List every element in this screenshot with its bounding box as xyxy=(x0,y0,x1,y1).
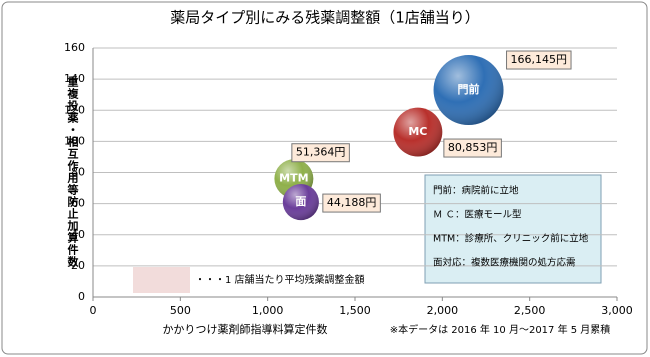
info-line: 面対応：複数医療機関の処方応需 xyxy=(433,257,576,269)
bubble-group: 面 44,188円 xyxy=(282,184,381,221)
data-label-box xyxy=(291,143,350,163)
info-line: Ｍ Ｃ：医療モール型 xyxy=(433,209,522,221)
x-tick-label: 3,000 xyxy=(601,304,633,317)
bubble-name: 面 xyxy=(295,195,306,208)
data-label: 51,364円 xyxy=(296,146,346,159)
size-legend-label: ・・・1 店舗当たり平均残薬調整金額 xyxy=(195,273,365,286)
x-tick-label: 0 xyxy=(90,304,97,317)
bubble-name: 門前 xyxy=(458,82,480,96)
bubble-shine xyxy=(282,184,319,221)
y-tick-label: 40 xyxy=(71,228,85,241)
info-line: MTM：診療所、クリニック前に立地 xyxy=(433,233,589,245)
bubble-name: MTM xyxy=(279,172,308,185)
y-axis-label: 重複投薬・相互作用等防止加算件数 xyxy=(66,75,80,268)
x-tick-label: 500 xyxy=(170,304,191,317)
data-label: 166,145円 xyxy=(511,53,568,66)
data-label-box xyxy=(443,138,502,158)
info-line: 門前：病院前に立地 xyxy=(433,185,519,197)
y-tick-label: 140 xyxy=(64,72,85,85)
x-tick-label: 2,500 xyxy=(514,304,546,317)
data-label-box xyxy=(506,50,572,70)
data-label-box xyxy=(322,193,381,213)
bubble-shine xyxy=(393,107,443,157)
chart-title: 薬局タイプ別にみる残薬調整額（1店舗当り） xyxy=(170,9,480,27)
size-legend-swatch xyxy=(133,267,190,293)
x-tick-label: 2,000 xyxy=(427,304,459,317)
bubble-group: 門前 166,145円 xyxy=(433,50,572,126)
bubble-shine xyxy=(433,55,504,126)
data-label: 80,853円 xyxy=(448,141,498,154)
note: ※本データは 2016 年 10 月～2017 年 5 月累積 xyxy=(390,323,611,336)
y-tick-label: 120 xyxy=(64,103,85,116)
y-tick-label: 100 xyxy=(64,134,85,147)
y-tick-label: 160 xyxy=(64,41,85,54)
y-tick-label: 0 xyxy=(78,290,85,303)
bubble-group: MC 80,853円 xyxy=(393,107,502,158)
y-tick-label: 20 xyxy=(71,259,85,272)
info-box xyxy=(424,174,602,284)
y-tick-label: 60 xyxy=(71,197,85,210)
bubble-name: MC xyxy=(408,125,427,138)
x-axis-label: かかりつけ薬剤師指導料算定件数 xyxy=(162,322,327,336)
y-tick-label: 80 xyxy=(71,166,85,179)
x-tick-label: 1,500 xyxy=(339,304,371,317)
x-tick-label: 1,000 xyxy=(252,304,284,317)
data-label: 44,188円 xyxy=(327,196,377,209)
